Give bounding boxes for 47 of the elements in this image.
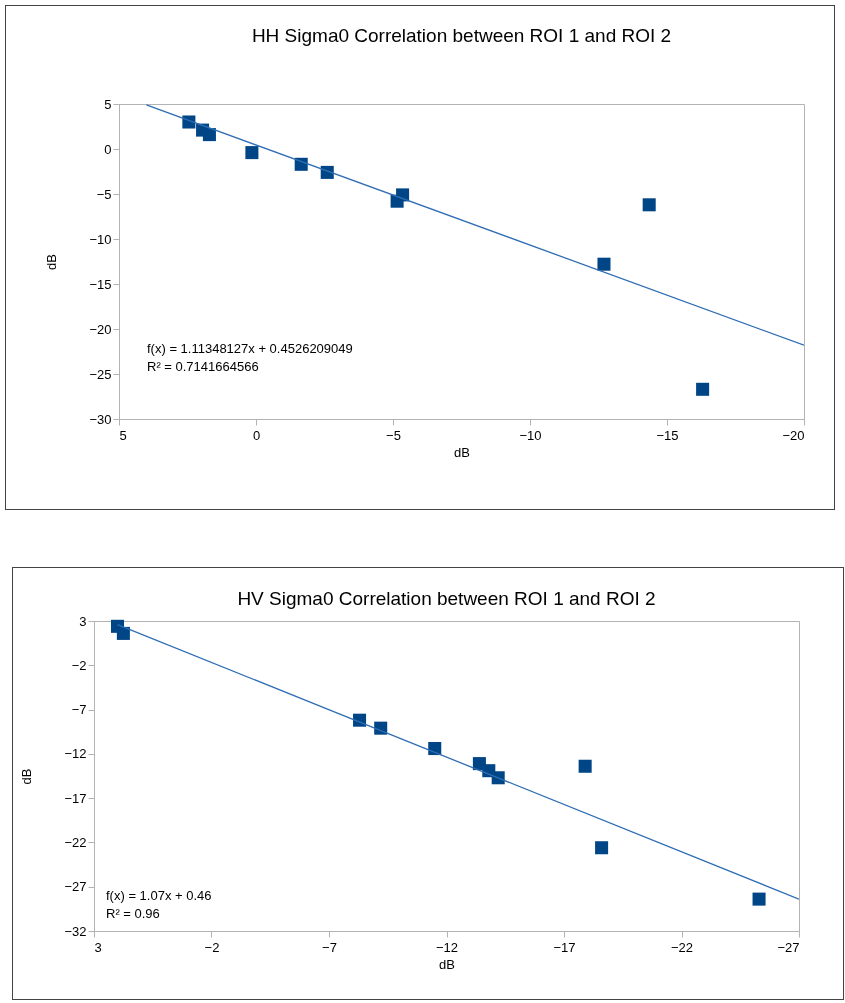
y-tick-label: −30: [89, 411, 112, 427]
annotation: R² = 0.96: [106, 906, 160, 921]
x-tick-label: −12: [435, 939, 459, 955]
y-tick-label: 3: [79, 613, 87, 629]
y-tick-label: −20: [89, 321, 112, 337]
x-tick-label: 5: [119, 427, 127, 443]
point: [597, 257, 611, 271]
point: [752, 892, 766, 906]
y-tick-label: −25: [89, 366, 112, 382]
x-tick-label: −7: [322, 939, 337, 955]
point: [245, 146, 259, 160]
y-tick-label: −22: [64, 834, 87, 850]
y-tick-label: 0: [104, 141, 112, 157]
y-tick-label: −27: [64, 879, 87, 895]
annotation: f(x) = 1.11348127x + 0.4526209049: [147, 341, 353, 356]
x-tick-label: −22: [670, 939, 694, 955]
x-tick-label: −27: [777, 939, 800, 955]
y-tick-label: −2: [71, 657, 87, 673]
point: [696, 382, 710, 396]
x-tick-label: −10: [519, 427, 542, 443]
y-tick-label: −7: [71, 702, 87, 718]
x-axis-title: dB: [439, 956, 455, 972]
y-tick-label: 5: [104, 96, 112, 112]
point: [595, 841, 609, 855]
y-tick-label: −12: [64, 746, 87, 762]
y-tick-label: −10: [89, 231, 112, 247]
x-tick-label: −5: [386, 427, 401, 443]
y-tick-label: −32: [64, 923, 87, 939]
y-tick-label: −17: [64, 790, 87, 806]
y-axis-title: dB: [44, 254, 60, 270]
y-tick-label: −15: [89, 276, 112, 292]
point: [578, 759, 592, 773]
point: [642, 198, 656, 212]
chart-title: HH Sigma0 Correlation between ROI 1 and ROI 2: [251, 25, 672, 46]
x-tick-label: −17: [553, 939, 576, 955]
x-tick-label: 0: [252, 427, 261, 443]
x-axis-title: dB: [454, 444, 470, 460]
annotation: R² = 0.7141664566: [147, 359, 259, 374]
y-axis-title: dB: [19, 768, 35, 785]
x-tick-label: −15: [656, 427, 679, 443]
x-tick-label: −20: [782, 427, 805, 443]
chart-title: HV Sigma0 Correlation between ROI 1 and ROI 2: [237, 588, 656, 609]
point: [202, 128, 216, 142]
y-tick-label: −5: [96, 186, 112, 202]
point: [116, 626, 130, 640]
annotation: f(x) = 1.07x + 0.46: [106, 888, 212, 903]
x-tick-label: −2: [204, 939, 220, 955]
